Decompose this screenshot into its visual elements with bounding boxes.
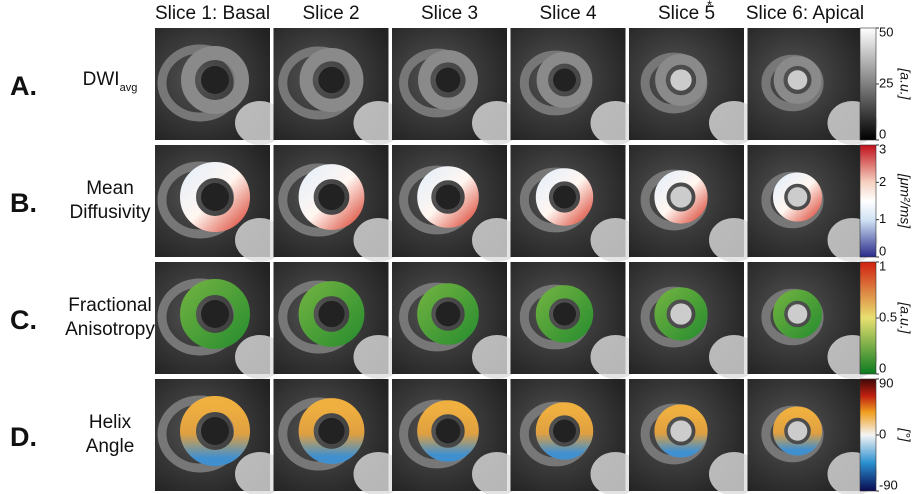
lumen: [788, 187, 808, 207]
image-tile: [155, 145, 285, 262]
lumen: [201, 183, 229, 211]
colorbar-tick-label: 0.5: [879, 309, 897, 324]
colorbar: [860, 28, 876, 140]
colorbar-tick-label: 2: [879, 174, 886, 189]
image-tile: [629, 28, 759, 145]
image-tile: [155, 262, 285, 379]
colorbar-unit: [a.u.]: [897, 301, 913, 334]
lumen: [670, 420, 691, 441]
colorbar-tick-label: 0: [879, 126, 886, 141]
image-tile: [274, 145, 404, 262]
lumen: [553, 303, 576, 326]
image-tile: [392, 379, 522, 494]
lumen: [318, 418, 344, 444]
image-tile: [392, 28, 522, 145]
row-label: Diffusivity: [70, 202, 151, 223]
image-tile: [748, 28, 878, 145]
lumen: [553, 420, 576, 443]
colorbar-tick-label: -90: [879, 477, 898, 492]
lumen: [436, 185, 461, 210]
lumen: [788, 70, 808, 90]
lumen: [670, 303, 691, 324]
lumen: [436, 302, 461, 327]
lumen: [553, 186, 576, 209]
colorbar-tick-label: 1: [879, 211, 886, 226]
image-tile: [274, 28, 404, 145]
column-header: Slice 1: Basal: [155, 3, 270, 24]
lumen: [318, 184, 344, 210]
lumen: [201, 300, 229, 328]
row-label: Fractional: [68, 295, 151, 316]
row-label: Helix: [89, 412, 132, 433]
colorbar-tick-label: 90: [879, 375, 893, 390]
lumen: [670, 186, 691, 207]
lumen: [318, 67, 344, 93]
image-tile: [748, 262, 878, 379]
colorbar-tick-label: 3: [879, 141, 886, 156]
row-letter: A.: [10, 71, 37, 101]
row-label: Angle: [86, 436, 135, 457]
figure: Slice 1: Basal Slice 2 Slice 3 Slice 4 Slice…: [0, 0, 918, 494]
column-header: Slice 6: Apical: [746, 3, 864, 24]
colorbar-unit: [a.u.]: [897, 67, 913, 100]
lumen: [788, 421, 808, 441]
colorbar-unit: [°]: [897, 427, 913, 442]
colorbar: [860, 379, 876, 491]
image-tile: [155, 28, 285, 145]
lumen: [201, 66, 229, 94]
row-label: Mean: [86, 178, 134, 199]
image-tile: [629, 379, 759, 494]
row-letter: D.: [10, 422, 37, 452]
colorbar-unit: [μm²/ms]: [897, 173, 913, 229]
image-tile: [392, 262, 522, 379]
row-label: Anisotropy: [65, 319, 155, 340]
column-header: Slice 2: [302, 3, 359, 24]
colorbar-tick-label: 50: [879, 24, 893, 39]
image-tile: [511, 145, 641, 262]
colorbar-tick-label: 25: [879, 75, 893, 90]
colorbar: [860, 145, 876, 257]
lumen: [670, 69, 691, 90]
lumen: [436, 68, 461, 93]
image-tile: [629, 145, 759, 262]
lumen: [318, 301, 344, 327]
column-marker: *: [707, 0, 712, 12]
colorbar-tick-label: 0: [879, 426, 886, 441]
image-tile: [748, 379, 878, 494]
lumen: [788, 304, 808, 324]
image-tile: [748, 145, 878, 262]
image-tile: [511, 379, 641, 494]
colorbar-tick-label: 0: [879, 243, 886, 258]
image-tile: [629, 262, 759, 379]
lumen: [201, 417, 229, 445]
row-letter: B.: [10, 188, 37, 218]
colorbar-tick-label: 0: [879, 360, 886, 375]
image-tile: [511, 28, 641, 145]
column-header: Slice 3: [421, 3, 478, 24]
colorbar-tick-label: 1: [879, 258, 886, 273]
image-tile: [274, 379, 404, 494]
row-label: DWIavg: [83, 69, 138, 94]
lumen: [553, 69, 576, 92]
image-tile: [274, 262, 404, 379]
image-tile: [392, 145, 522, 262]
column-header: Slice 4: [539, 3, 596, 24]
row-label-subscript: avg: [120, 82, 138, 94]
colorbar: [860, 262, 876, 374]
image-tile: [155, 379, 285, 494]
lumen: [436, 419, 461, 444]
image-tile: [511, 262, 641, 379]
row-letter: C.: [10, 305, 37, 335]
